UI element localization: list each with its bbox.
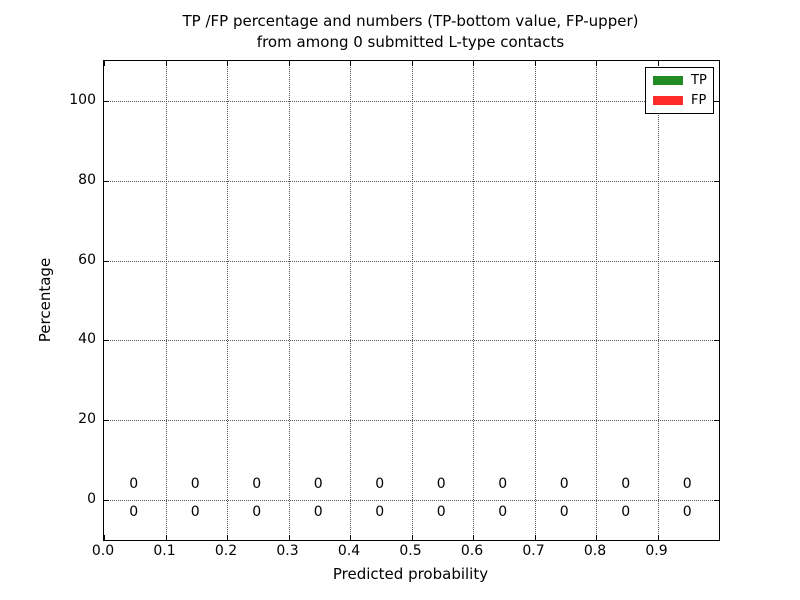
fp-count-label: 0	[190, 475, 200, 492]
x-tick-label: 0.7	[522, 543, 545, 559]
tp-count-label: 0	[252, 503, 262, 520]
x-tick-bottom	[288, 535, 290, 540]
x-tick-top	[288, 61, 290, 66]
x-tick-label: 0.9	[645, 543, 668, 559]
chart-title-line1: TP /FP percentage and numbers (TP-bottom…	[182, 12, 639, 30]
fp-count-label: 0	[375, 475, 385, 492]
y-tick-label: 60	[78, 251, 96, 268]
tp-count-label: 0	[498, 503, 508, 520]
y-tick-left	[104, 260, 109, 262]
x-axis-label: Predicted probability	[332, 565, 489, 583]
tp-count-label: 0	[436, 503, 446, 520]
y-tick-label: 20	[78, 411, 96, 428]
x-tick-top	[350, 61, 351, 66]
fp-count-label: 0	[313, 475, 323, 492]
legend: TP FP	[645, 67, 714, 114]
v-gridline	[288, 61, 290, 540]
y-tick-left	[104, 100, 109, 102]
tp-count-label: 0	[375, 503, 385, 520]
x-tick-top	[411, 61, 413, 66]
y-tick-label: 0	[87, 491, 96, 508]
fp-count-label: 0	[252, 475, 262, 492]
x-tick-top	[596, 61, 597, 66]
fp-count-label: 0	[621, 475, 631, 492]
y-tick-right	[714, 500, 719, 502]
y-tick-right	[714, 260, 719, 262]
y-tick-label: 40	[78, 331, 96, 348]
v-gridline	[227, 61, 228, 540]
fp-color-swatch	[653, 96, 683, 105]
y-tick-left	[104, 180, 109, 182]
v-gridline	[350, 61, 351, 540]
v-gridline	[657, 61, 659, 540]
x-tick-top	[227, 61, 228, 66]
fp-count-label: 0	[129, 475, 139, 492]
x-tick-bottom	[473, 535, 474, 540]
fp-count-label: 0	[436, 475, 446, 492]
x-tick-bottom	[657, 535, 659, 540]
v-gridline	[596, 61, 597, 540]
y-tick-right	[714, 340, 719, 342]
y-tick-label: 100	[69, 91, 96, 108]
x-tick-label: 0.4	[337, 543, 361, 559]
chart-title: TP /FP percentage and numbers (TP-bottom…	[103, 11, 718, 53]
fp-count-label: 0	[682, 475, 692, 492]
tp-count-label: 0	[682, 503, 692, 520]
x-tick-top	[534, 61, 536, 66]
x-tick-label: 0.0	[91, 543, 115, 559]
x-tick-bottom	[350, 535, 351, 540]
y-tick-right	[714, 100, 719, 102]
x-tick-label: 0.5	[399, 543, 422, 559]
tp-count-label: 0	[621, 503, 631, 520]
v-gridline	[165, 61, 167, 540]
x-tick-bottom	[165, 535, 167, 540]
x-tick-bottom	[411, 535, 413, 540]
plot-area	[103, 60, 720, 541]
x-tick-bottom	[534, 535, 536, 540]
x-tick-top	[104, 61, 105, 66]
tp-color-swatch	[653, 76, 683, 85]
y-tick-left	[104, 420, 109, 422]
tp-count-label: 0	[190, 503, 200, 520]
legend-label-tp: TP	[691, 73, 707, 88]
x-tick-bottom	[227, 535, 228, 540]
x-tick-top	[657, 61, 659, 66]
tp-count-label: 0	[559, 503, 569, 520]
y-tick-left	[104, 340, 109, 342]
x-tick-top	[165, 61, 167, 66]
x-tick-label: 0.8	[583, 543, 607, 559]
x-tick-label: 0.3	[276, 543, 299, 559]
fp-count-label: 0	[559, 475, 569, 492]
v-gridline	[473, 61, 474, 540]
v-gridline	[411, 61, 413, 540]
v-gridline	[534, 61, 536, 540]
y-tick-right	[714, 180, 719, 182]
x-tick-label: 0.1	[153, 543, 176, 559]
y-tick-right	[714, 420, 719, 422]
legend-item-tp: TP	[653, 74, 707, 87]
x-tick-label: 0.6	[460, 543, 484, 559]
tp-count-label: 0	[313, 503, 323, 520]
chart-title-line2: from among 0 submitted L-type contacts	[256, 33, 565, 51]
y-tick-label: 80	[78, 171, 96, 188]
legend-item-fp: FP	[653, 94, 707, 107]
tp-count-label: 0	[129, 503, 139, 520]
x-tick-bottom	[104, 535, 105, 540]
x-tick-label: 0.2	[214, 543, 238, 559]
x-tick-top	[473, 61, 474, 66]
y-tick-left	[104, 500, 109, 502]
fp-count-label: 0	[498, 475, 508, 492]
legend-label-fp: FP	[691, 93, 707, 108]
x-tick-bottom	[596, 535, 597, 540]
